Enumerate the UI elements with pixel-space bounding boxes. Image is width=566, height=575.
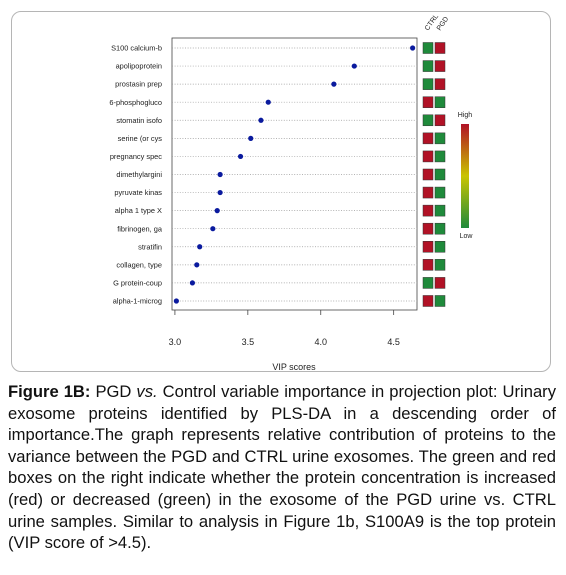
color-key-high-label: High	[458, 112, 473, 119]
protein-label: collagen, type	[116, 260, 162, 269]
color-key: High Low	[458, 112, 474, 240]
vip-point	[210, 226, 216, 232]
protein-label: S100 calcium-b	[111, 44, 162, 53]
protein-row: alpha 1 type X	[115, 204, 446, 217]
ctrl-level-box	[422, 42, 434, 54]
pgd-level-box	[434, 295, 446, 307]
ctrl-level-box	[422, 78, 434, 90]
vip-point	[189, 280, 196, 286]
pgd-level-box	[434, 96, 446, 108]
ctrl-level-box	[422, 241, 434, 253]
ctrl-level-box	[422, 277, 434, 289]
protein-row: serine (or cys	[118, 132, 446, 145]
ctrl-level-box	[422, 96, 434, 108]
protein-row: stomatin isofo	[116, 114, 446, 127]
color-key-low-label: Low	[460, 233, 474, 240]
vip-point	[197, 244, 203, 250]
protein-row: G protein-coup	[113, 277, 446, 289]
protein-label: prostasin prep	[115, 80, 162, 89]
protein-label: serine (or cys	[118, 134, 163, 143]
ctrl-level-box	[422, 168, 434, 181]
ctrl-level-box	[422, 132, 434, 145]
pgd-level-box	[434, 60, 446, 72]
protein-rows: S100 calcium-b apolipoprotein prostasin pr…	[109, 42, 446, 307]
protein-label: fibrinogen, ga	[117, 224, 163, 233]
protein-row: collagen, type	[116, 259, 446, 271]
protein-label: apolipoprotein	[116, 62, 162, 71]
x-axis-label: VIP scores	[272, 362, 316, 372]
ctrl-level-box	[422, 259, 434, 271]
vip-point	[217, 189, 223, 196]
figure-caption: Figure 1B: PGD vs. Control variable impo…	[8, 381, 556, 554]
caption-figure-label: Figure 1B:	[8, 382, 91, 401]
color-key-bar	[461, 124, 469, 228]
protein-label: stratifin	[138, 242, 162, 251]
protein-row: apolipoprotein	[116, 60, 446, 72]
vip-point	[214, 208, 220, 214]
x-tick-label: 4.0	[314, 337, 327, 347]
protein-row: dimethylargini	[116, 168, 446, 181]
x-axis: 3.0 3.5 4.0 4.5	[169, 310, 400, 347]
protein-row: fibrinogen, ga	[117, 222, 446, 235]
vip-point	[217, 171, 223, 178]
caption-text-body: Control variable importance in projectio…	[8, 382, 556, 553]
pgd-level-box	[434, 277, 446, 289]
protein-row: pregnancy spec	[110, 150, 446, 163]
protein-label: dimethylargini	[116, 170, 162, 179]
vip-point	[410, 45, 416, 51]
pgd-level-box	[434, 222, 446, 235]
x-tick-label: 4.5	[387, 337, 400, 347]
pgd-level-box	[434, 186, 446, 199]
protein-label: alpha 1 type X	[115, 206, 162, 215]
protein-label: stomatin isofo	[116, 116, 162, 125]
vip-point	[194, 262, 200, 268]
plot-area	[171, 37, 418, 311]
protein-row: prostasin prep	[115, 78, 446, 90]
ctrl-level-box	[422, 186, 434, 199]
vip-point	[351, 63, 357, 69]
vip-plot: S100 calcium-b apolipoprotein prostasin pr…	[109, 13, 474, 372]
protein-label: pregnancy spec	[110, 152, 162, 161]
ctrl-level-box	[422, 222, 434, 235]
protein-label: 6-phosphogluco	[109, 98, 162, 107]
vip-point	[258, 117, 264, 123]
ctrl-level-box	[422, 150, 434, 163]
protein-label: G protein-coup	[113, 279, 162, 288]
ctrl-level-box	[422, 114, 434, 127]
pgd-level-box	[434, 259, 446, 271]
vip-point	[248, 135, 254, 141]
caption-text-start: PGD	[90, 382, 137, 401]
pgd-level-box	[434, 78, 446, 90]
pgd-level-box	[434, 168, 446, 181]
ctrl-level-box	[422, 60, 434, 72]
pgd-level-box	[434, 42, 446, 54]
pgd-level-box	[434, 204, 446, 217]
pgd-level-box	[434, 132, 446, 145]
protein-row: pyruvate kinas	[114, 186, 446, 199]
vip-point	[265, 99, 271, 105]
ctrl-level-box	[422, 295, 434, 307]
x-tick-label: 3.5	[242, 337, 255, 347]
protein-label: pyruvate kinas	[114, 188, 162, 197]
protein-row: S100 calcium-b	[111, 42, 446, 54]
protein-row: alpha-1-microg	[113, 295, 446, 307]
ctrl-level-box	[422, 204, 434, 217]
protein-label: alpha-1-microg	[113, 297, 162, 306]
pgd-level-box	[434, 114, 446, 127]
vip-point	[237, 153, 244, 160]
vip-point	[173, 298, 179, 304]
protein-row: stratifin	[138, 241, 446, 253]
pgd-level-box	[434, 241, 446, 253]
x-tick-label: 3.0	[169, 337, 182, 347]
vip-point	[331, 81, 337, 87]
caption-vs: vs.	[136, 382, 158, 401]
protein-row: 6-phosphogluco	[109, 96, 446, 108]
pgd-level-box	[434, 150, 446, 163]
